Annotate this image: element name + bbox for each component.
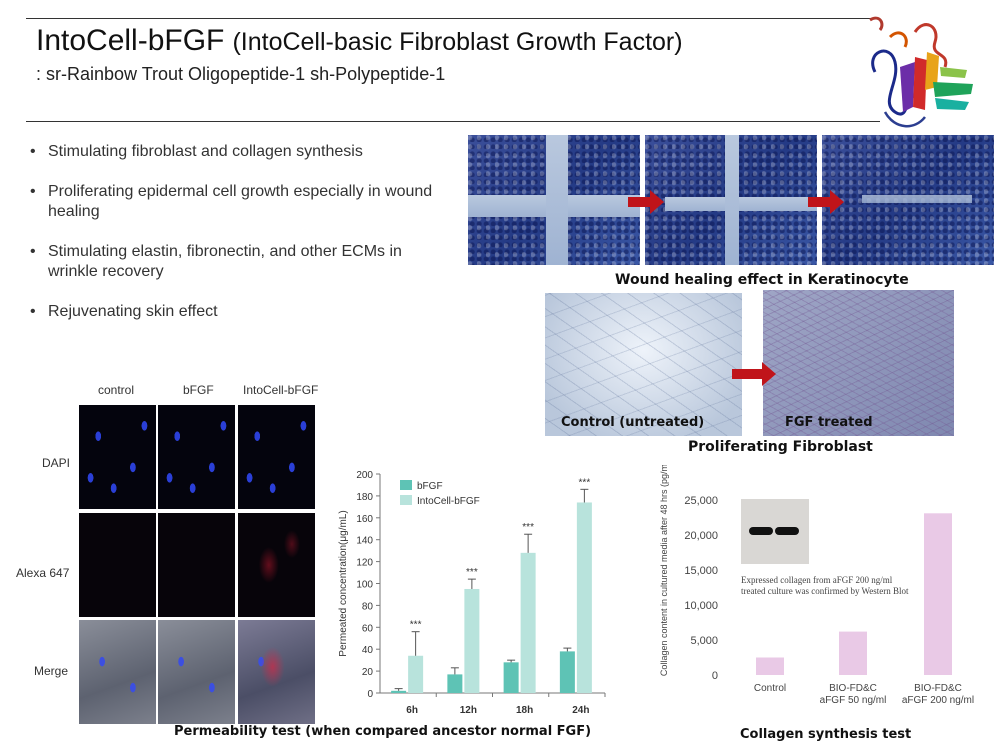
y-tick-label: 40 [362,645,374,656]
micrograph-dapi-control [79,405,156,509]
significance-label: *** [522,522,534,533]
bar-intocell-bfgf [464,588,480,693]
collagen-bar [839,631,867,675]
y-tick-label: 160 [356,514,373,525]
micrograph-dapi-bfgf [158,405,235,509]
header-rule [26,121,880,122]
micrograph-alexa-bfgf [158,513,235,617]
micrograph-merge-intocell [238,620,315,724]
protein-structure-image [869,16,973,128]
significance-label: *** [410,620,422,631]
y-tick-label: 200 [356,470,373,481]
bar-bfgf [447,674,463,693]
y-tick-label: 120 [356,558,373,569]
x-tick-label: 24h [572,705,589,716]
wound-healing-caption: Wound healing effect in Keratinocyte [615,272,909,288]
arrow-right-icon [808,190,844,214]
arrow-right-icon [732,362,776,386]
western-blot-note: Expressed collagen from aFGF 200 ng/ml t… [741,575,909,596]
page-title: IntoCell-bFGF (IntoCell-basic Fibroblast… [36,24,683,58]
grid-row-label: Merge [34,664,69,678]
fibroblast-treated-label: FGF treated [785,415,873,430]
x-tick-label: BIO-FD&C [914,683,962,694]
benefit-item: Rejuvenating skin effect [30,302,450,322]
significance-label: *** [579,477,591,488]
wound-healing-image-mid [645,135,817,265]
y-tick-label: 20 [362,667,374,678]
micrograph-merge-control [79,620,156,724]
bar-bfgf [559,651,575,693]
wound-healing-image-0h [468,135,640,265]
page-subtitle: : sr-Rainbow Trout Oligopeptide-1 sh-Pol… [36,64,446,84]
micrograph-alexa-intocell [238,513,315,617]
legend-swatch [400,480,412,490]
y-axis-label: Permeated concentration(μg/mL) [338,510,349,656]
legend-label: bFGF [417,481,443,492]
fibroblast-caption: Proliferating Fibroblast [688,439,873,455]
micrograph-merge-bfgf [158,620,235,724]
title-paren: (IntoCell-basic Fibroblast Growth Factor… [232,28,683,56]
permeability-caption: Permeability test (when compared ancesto… [174,724,592,739]
x-tick-label: BIO-FD&C [829,683,877,694]
y-tick-label: 0 [367,689,373,700]
grid-row-label: DAPI [42,456,71,470]
micrograph-dapi-intocell [238,405,315,509]
benefit-item: Proliferating epidermal cell growth espe… [30,182,450,222]
fibroblast-control-label: Control (untreated) [561,415,705,430]
grid-column-header: control [98,383,135,397]
grid-row-label: Alexa 647 [16,566,70,580]
y-tick-label: 140 [356,536,373,547]
y-tick-label: 25,000 [684,495,718,507]
title-main: IntoCell-bFGF [36,24,225,57]
x-tick-label: aFGF 200 ng/ml [902,695,974,706]
wound-healing-image-late [822,135,994,265]
bar-bfgf [503,662,519,693]
y-tick-label: 60 [362,623,374,634]
y-axis-label: Collagen content in cultured media after… [659,465,669,676]
benefit-item: Stimulating elastin, fibronectin, and ot… [30,242,450,282]
y-tick-label: 80 [362,601,374,612]
micrograph-alexa-control [79,513,156,617]
benefit-item: Stimulating fibroblast and collagen synt… [30,142,450,162]
collagen-chart: 0 5,000 10,000 15,000 20,000 25,000 Collagen c… [659,465,974,706]
x-tick-label: 12h [460,705,477,716]
collagen-bar [756,657,784,675]
y-tick-label: 100 [356,580,373,591]
bar-intocell-bfgf [408,655,424,693]
y-tick-label: 10,000 [684,600,718,612]
permeability-chart: 0 20 40 60 80 100 120 140 160 180 200 Permeated con… [338,470,606,716]
bar-intocell-bfgf [576,502,592,693]
x-tick-label: Control [754,683,786,694]
grid-column-header: bFGF [183,383,214,397]
y-tick-label: 180 [356,492,373,503]
fibroblast-control-image: Control (untreated) [545,293,742,436]
bar-bfgf [391,690,407,693]
y-tick-label: 15,000 [684,565,718,577]
western-blot-image [741,499,809,564]
y-tick-label: 0 [712,670,718,682]
x-tick-label: 6h [406,705,418,716]
collagen-bar [924,513,952,675]
legend-swatch [400,495,412,505]
arrow-right-icon [628,190,664,214]
benefits-list: Stimulating fibroblast and collagen synt… [30,142,450,342]
y-tick-label: 5,000 [690,635,718,647]
fibroblast-treated-image: FGF treated [763,290,954,436]
top-rule [26,18,880,19]
x-tick-label: 18h [516,705,533,716]
x-tick-label: aFGF 50 ng/ml [820,695,887,706]
legend-label: IntoCell-bFGF [417,496,480,507]
significance-label: *** [466,567,478,578]
collagen-caption: Collagen synthesis test [740,727,912,742]
bar-intocell-bfgf [520,552,536,693]
y-tick-label: 20,000 [684,530,718,542]
grid-column-header: IntoCell-bFGF [243,383,319,397]
